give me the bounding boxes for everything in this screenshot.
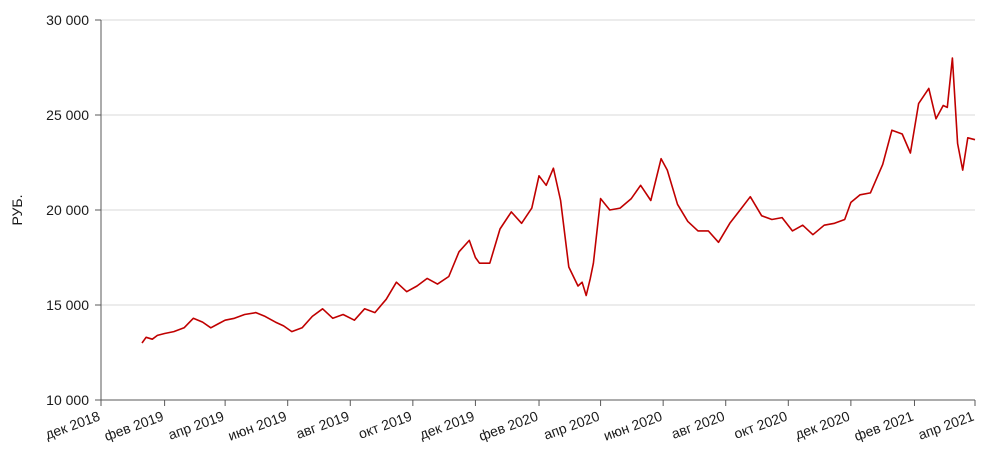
x-tick-label: фев 2021 bbox=[852, 408, 916, 444]
x-tick-label: июн 2020 bbox=[601, 408, 664, 444]
y-tick-label: 15 000 bbox=[46, 297, 89, 313]
x-tick-label: дек 2018 bbox=[43, 408, 102, 443]
y-tick-label: 30 000 bbox=[46, 12, 89, 28]
x-tick-label: дек 2019 bbox=[417, 408, 476, 443]
x-tick-label: окт 2019 bbox=[356, 408, 414, 442]
gridlines bbox=[101, 19, 975, 306]
x-tick-label: авг 2020 bbox=[669, 408, 727, 442]
x-tick-label: дек 2020 bbox=[793, 408, 852, 443]
price-series-line bbox=[141, 57, 976, 344]
x-tick-label: июн 2019 bbox=[226, 408, 289, 444]
series-group bbox=[141, 57, 976, 344]
x-tick-label: окт 2020 bbox=[732, 408, 790, 442]
y-tick-label: 20 000 bbox=[46, 202, 89, 218]
y-tick-label: 25 000 bbox=[46, 107, 89, 123]
x-tick-label: фев 2019 bbox=[102, 408, 166, 444]
x-tick-label: фев 2020 bbox=[477, 408, 541, 444]
x-tick-label: апр 2020 bbox=[541, 408, 601, 443]
y-axis-title: РУБ. bbox=[9, 194, 25, 225]
x-tick-label: авг 2019 bbox=[294, 408, 352, 442]
y-axis-ticks: 10 000 15 000 20 000 25 000 30 000 bbox=[46, 12, 101, 408]
x-axis-ticks: дек 2018 фев 2019 апр 2019 июн 2019 авг 2019… bbox=[43, 400, 976, 444]
y-tick-label: 10 000 bbox=[46, 392, 89, 408]
x-tick-label: апр 2021 bbox=[916, 408, 976, 443]
x-tick-label: апр 2019 bbox=[166, 408, 226, 443]
